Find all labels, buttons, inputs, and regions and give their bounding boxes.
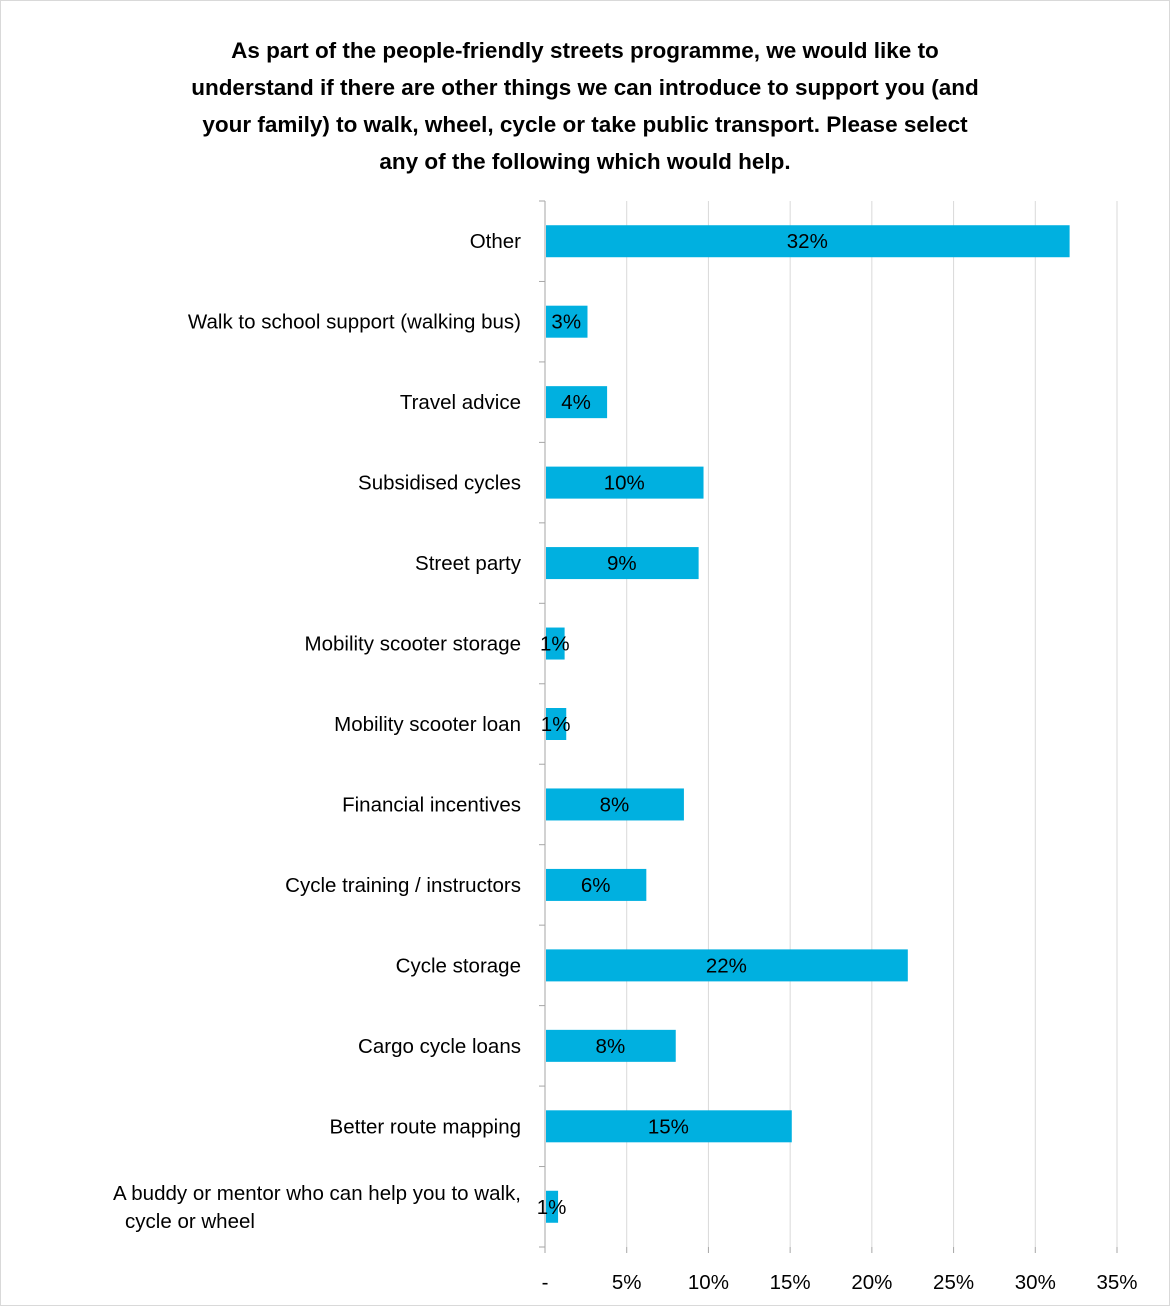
bar: [546, 305, 588, 338]
data-label: 1%: [540, 633, 570, 656]
category-label: Walk to school support (walking bus): [188, 311, 521, 334]
data-label: 32%: [787, 230, 828, 253]
chart-title-line: As part of the people-friendly streets p…: [231, 38, 939, 63]
chart-title: As part of the people-friendly streets p…: [0, 32, 1170, 180]
category-label: Subsidised cycles: [358, 472, 521, 495]
data-label: 6%: [581, 874, 611, 897]
x-tick-label: 10%: [688, 1271, 729, 1294]
category-label: Cycle storage: [396, 954, 521, 977]
bar: [546, 225, 1070, 258]
data-label: 1%: [541, 713, 571, 736]
data-label: 3%: [551, 311, 581, 334]
x-tick-label: 30%: [1015, 1271, 1056, 1294]
category-label: Mobility scooter loan: [334, 713, 521, 736]
data-label: 22%: [706, 954, 747, 977]
category-label: Mobility scooter storage: [305, 633, 521, 656]
x-tick-label: 25%: [933, 1271, 974, 1294]
category-label: Financial incentives: [342, 793, 521, 816]
x-tick-label: 15%: [770, 1271, 811, 1294]
x-tick-label: 20%: [851, 1271, 892, 1294]
data-label: 8%: [596, 1035, 626, 1058]
bar: [546, 1190, 559, 1223]
bar: [546, 788, 684, 821]
category-label: Street party: [415, 552, 522, 575]
data-label: 10%: [604, 472, 645, 495]
chart-title-line: understand if there are other things we …: [191, 75, 979, 100]
category-label: cycle or wheel: [125, 1210, 255, 1233]
category-label: Travel advice: [400, 391, 521, 414]
bar: [546, 949, 908, 982]
data-label: 9%: [607, 552, 637, 575]
x-tick-label: -: [542, 1271, 549, 1294]
category-label: A buddy or mentor who can help you to wa…: [113, 1182, 521, 1205]
x-tick-label: 5%: [612, 1271, 642, 1294]
bar: [546, 708, 567, 740]
category-label: Cycle training / instructors: [285, 874, 521, 897]
bar: [546, 627, 565, 660]
bar: [546, 1110, 792, 1143]
bar: [546, 1029, 676, 1062]
category-label: Better route mapping: [330, 1115, 521, 1138]
bar: [546, 466, 704, 499]
bar: [546, 386, 608, 419]
chart-title-line: your family) to walk, wheel, cycle or ta…: [202, 112, 968, 137]
category-label: Other: [470, 230, 521, 253]
category-label: Cargo cycle loans: [358, 1035, 521, 1058]
data-label: 4%: [561, 391, 591, 414]
chart-title-line: any of the following which would help.: [379, 149, 791, 174]
data-label: 1%: [537, 1196, 567, 1219]
bar: [546, 868, 647, 901]
x-tick-label: 35%: [1096, 1271, 1137, 1294]
bar: [546, 547, 699, 580]
data-label: 15%: [648, 1115, 689, 1138]
data-label: 8%: [600, 793, 630, 816]
